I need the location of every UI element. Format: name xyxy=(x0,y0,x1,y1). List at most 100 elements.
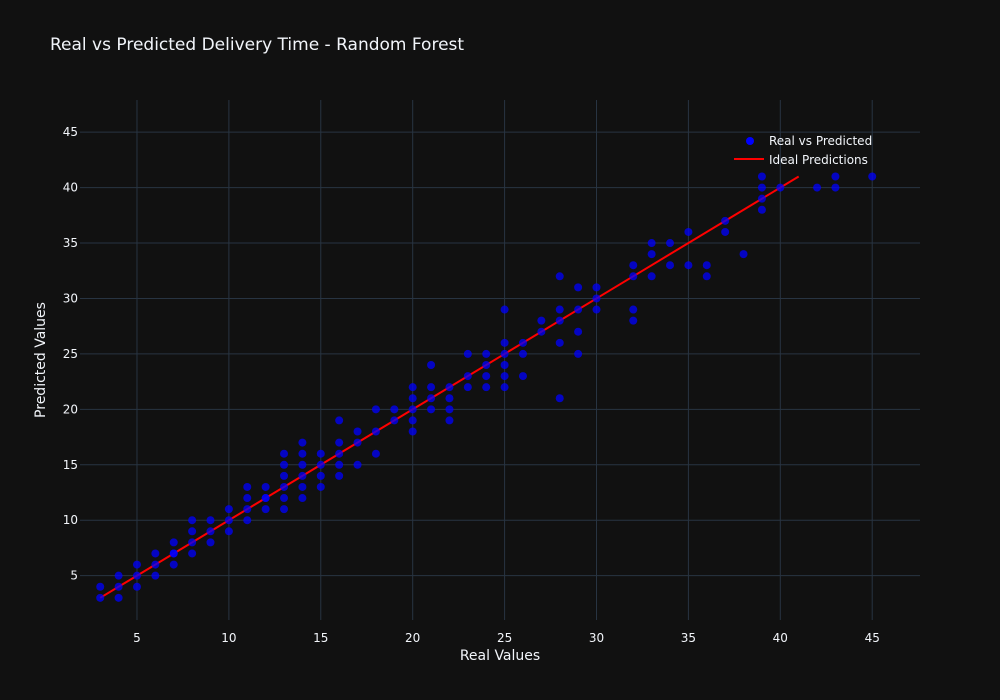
data-point[interactable] xyxy=(261,505,270,514)
data-point[interactable] xyxy=(445,416,454,425)
data-point[interactable] xyxy=(224,505,233,514)
data-point[interactable] xyxy=(776,183,785,192)
data-point[interactable] xyxy=(188,538,197,547)
data-point[interactable] xyxy=(261,494,270,503)
data-point[interactable] xyxy=(537,327,546,336)
data-point[interactable] xyxy=(629,305,638,314)
data-point[interactable] xyxy=(224,516,233,525)
data-point[interactable] xyxy=(555,316,564,325)
data-point[interactable] xyxy=(721,227,730,236)
data-point[interactable] xyxy=(353,427,362,436)
data-point[interactable] xyxy=(757,194,766,203)
data-point[interactable] xyxy=(500,305,509,314)
data-point[interactable] xyxy=(427,394,436,403)
data-point[interactable] xyxy=(280,482,289,491)
data-point[interactable] xyxy=(555,394,564,403)
data-point[interactable] xyxy=(427,383,436,392)
data-point[interactable] xyxy=(831,183,840,192)
data-point[interactable] xyxy=(647,272,656,281)
data-point[interactable] xyxy=(684,261,693,270)
data-point[interactable] xyxy=(500,360,509,369)
data-point[interactable] xyxy=(96,593,105,602)
data-point[interactable] xyxy=(592,305,601,314)
data-point[interactable] xyxy=(408,405,417,414)
data-point[interactable] xyxy=(243,482,252,491)
data-point[interactable] xyxy=(574,349,583,358)
data-point[interactable] xyxy=(151,571,160,580)
data-point[interactable] xyxy=(335,449,344,458)
data-point[interactable] xyxy=(316,482,325,491)
data-point[interactable] xyxy=(647,239,656,248)
data-point[interactable] xyxy=(298,438,307,447)
data-point[interactable] xyxy=(316,471,325,480)
data-point[interactable] xyxy=(298,482,307,491)
data-point[interactable] xyxy=(666,239,675,248)
data-point[interactable] xyxy=(537,316,546,325)
legend-item-real-vs-predicted[interactable]: Real vs Predicted xyxy=(746,134,872,148)
data-point[interactable] xyxy=(482,360,491,369)
data-point[interactable] xyxy=(188,549,197,558)
data-point[interactable] xyxy=(408,383,417,392)
data-point[interactable] xyxy=(500,372,509,381)
data-point[interactable] xyxy=(371,427,380,436)
data-point[interactable] xyxy=(151,560,160,569)
data-point[interactable] xyxy=(739,250,748,259)
data-point[interactable] xyxy=(280,494,289,503)
data-point[interactable] xyxy=(132,582,141,591)
data-point[interactable] xyxy=(463,349,472,358)
data-point[interactable] xyxy=(574,327,583,336)
data-point[interactable] xyxy=(757,172,766,181)
data-point[interactable] xyxy=(243,494,252,503)
data-point[interactable] xyxy=(666,261,675,270)
data-point[interactable] xyxy=(427,405,436,414)
data-point[interactable] xyxy=(298,494,307,503)
data-point[interactable] xyxy=(169,560,178,569)
data-point[interactable] xyxy=(114,571,123,580)
data-point[interactable] xyxy=(390,416,399,425)
data-point[interactable] xyxy=(629,261,638,270)
data-point[interactable] xyxy=(316,460,325,469)
data-point[interactable] xyxy=(831,172,840,181)
data-point[interactable] xyxy=(445,383,454,392)
data-point[interactable] xyxy=(684,227,693,236)
data-point[interactable] xyxy=(482,372,491,381)
data-point[interactable] xyxy=(316,449,325,458)
data-point[interactable] xyxy=(261,482,270,491)
data-point[interactable] xyxy=(482,349,491,358)
data-point[interactable] xyxy=(206,516,215,525)
data-point[interactable] xyxy=(408,427,417,436)
legend[interactable]: Real vs Predicted Ideal Predictions xyxy=(734,134,872,167)
data-point[interactable] xyxy=(482,383,491,392)
data-point[interactable] xyxy=(280,505,289,514)
data-point[interactable] xyxy=(445,405,454,414)
data-point[interactable] xyxy=(298,460,307,469)
data-point[interactable] xyxy=(427,360,436,369)
data-point[interactable] xyxy=(757,205,766,214)
data-point[interactable] xyxy=(445,394,454,403)
data-point[interactable] xyxy=(647,250,656,259)
data-point[interactable] xyxy=(813,183,822,192)
data-point[interactable] xyxy=(702,272,711,281)
data-point[interactable] xyxy=(408,394,417,403)
data-point[interactable] xyxy=(353,460,362,469)
data-point[interactable] xyxy=(206,538,215,547)
data-point[interactable] xyxy=(592,294,601,303)
data-point[interactable] xyxy=(188,527,197,536)
data-point[interactable] xyxy=(188,516,197,525)
data-point[interactable] xyxy=(298,471,307,480)
data-point[interactable] xyxy=(390,405,399,414)
data-point[interactable] xyxy=(721,216,730,225)
data-point[interactable] xyxy=(206,527,215,536)
data-point[interactable] xyxy=(169,538,178,547)
data-point[interactable] xyxy=(353,438,362,447)
data-point[interactable] xyxy=(463,383,472,392)
data-point[interactable] xyxy=(555,272,564,281)
data-point[interactable] xyxy=(243,516,252,525)
data-point[interactable] xyxy=(555,305,564,314)
data-point[interactable] xyxy=(500,383,509,392)
data-point[interactable] xyxy=(555,338,564,347)
data-point[interactable] xyxy=(132,560,141,569)
data-point[interactable] xyxy=(335,416,344,425)
data-point[interactable] xyxy=(702,261,711,270)
data-point[interactable] xyxy=(868,172,877,181)
